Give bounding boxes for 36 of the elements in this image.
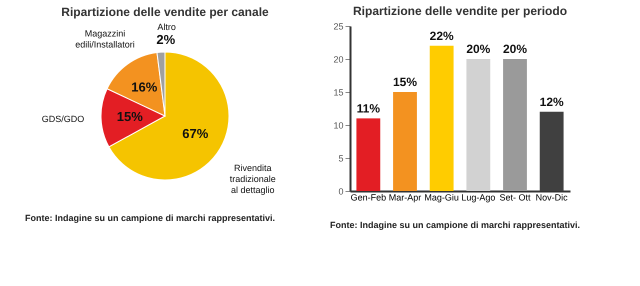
bar bbox=[503, 59, 527, 191]
x-tick-label: Mar-Apr bbox=[388, 192, 422, 202]
y-tick-label: 0 bbox=[338, 186, 344, 196]
data-label: 16% bbox=[131, 80, 158, 95]
bar bbox=[393, 92, 417, 191]
data-label: 12% bbox=[540, 94, 564, 109]
y-tick-label: 10 bbox=[333, 120, 344, 130]
source-note: Fonte: Indagine su un campione di marchi rappresentativi. bbox=[25, 213, 276, 223]
bar bbox=[430, 46, 454, 191]
data-label: 15% bbox=[116, 109, 144, 124]
y-tick-label: 25 bbox=[333, 22, 344, 32]
data-label: 11% bbox=[356, 101, 380, 116]
x-tick-label: Mag-Giu bbox=[424, 192, 459, 202]
source-note: Fonte: Indagine su un campione di marchi rappresentativi. bbox=[330, 220, 580, 230]
x-tick-label: Set- Ott bbox=[499, 192, 531, 202]
chart-title: Ripartizione delle vendite per periodo bbox=[352, 4, 568, 18]
data-label: 2% bbox=[156, 32, 176, 48]
slice-label: GDS/GDO bbox=[42, 114, 84, 124]
y-tick-label: 20 bbox=[333, 54, 344, 64]
y-tick-label: 5 bbox=[338, 154, 344, 164]
data-label: 67% bbox=[182, 126, 209, 141]
slice-label: Altro bbox=[157, 22, 176, 32]
x-tick-label: Nov-Dic bbox=[536, 192, 568, 202]
data-label: 20% bbox=[502, 42, 528, 56]
slice-label: Rivendita tradizionale al dettaglio bbox=[230, 162, 276, 195]
slice-label: Magazzini edili/Installatori bbox=[75, 28, 135, 50]
x-tick-label: Gen-Feb bbox=[350, 192, 386, 202]
data-label: 20% bbox=[466, 42, 491, 56]
x-tick-label: Lug-Ago bbox=[461, 192, 496, 202]
bar bbox=[356, 118, 380, 191]
data-label: 15% bbox=[392, 75, 418, 89]
bar bbox=[466, 59, 490, 191]
bar bbox=[540, 112, 564, 191]
chart-title: Ripartizione delle vendite per canale bbox=[61, 5, 270, 20]
y-tick-label: 15 bbox=[333, 88, 344, 98]
data-label: 22% bbox=[430, 28, 454, 43]
